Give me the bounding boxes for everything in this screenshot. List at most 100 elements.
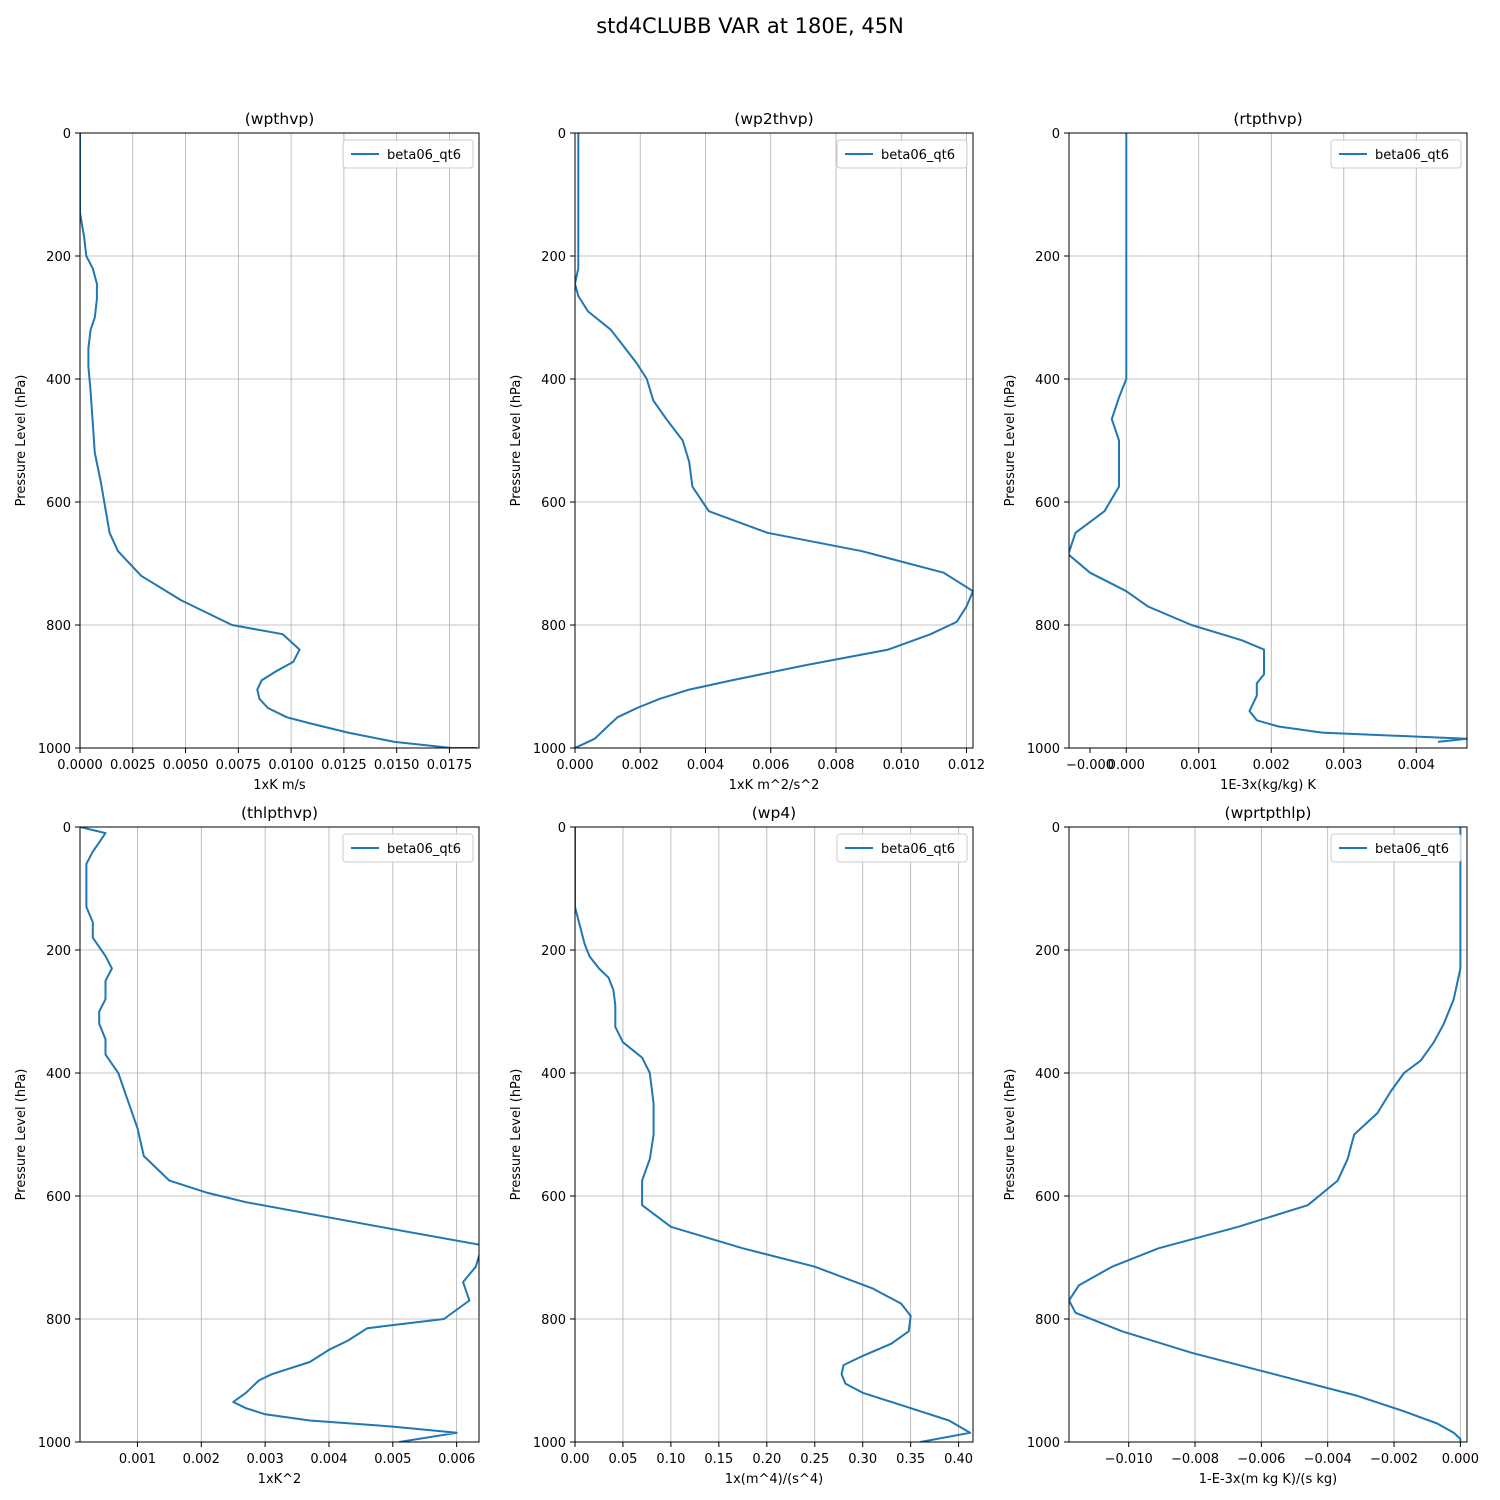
legend-label: beta06_qt6 [387,842,461,857]
legend-box [1330,833,1462,863]
axes-frame [1068,826,1468,1443]
x-tick-label: 0.0150 [374,758,420,773]
subplot-5: 0.00 0.05 0.10 0.15 0.20 0.25 0.30 0.35 0.40 0 200… [509,804,974,1487]
x-tick-label: 0.05 [608,1452,637,1467]
x-tick-label: 0.003 [247,1452,284,1467]
x-axis-label: 1E-3x(kg/kg) K [1220,778,1316,793]
legend: beta06_qt6 [1330,139,1462,169]
y-tick-label: 1000 [533,1436,566,1451]
y-tick-label: 200 [1035,944,1060,959]
x-tick-label: 0.003 [1325,758,1362,773]
legend-box [342,833,474,863]
y-tick-label: 600 [46,496,71,511]
x-tick-label: 0.012 [948,758,985,773]
x-tick-label: −0.006 [1237,1452,1285,1467]
subplot-title: (wp2thvp) [734,110,813,128]
y-tick-label: 400 [46,373,71,388]
y-tick-label: 1000 [1027,742,1060,757]
subplot-6: −0.010 −0.008 −0.006 −0.004 −0.002 0.000 0 200 4… [1003,804,1479,1487]
axes-frame [79,826,480,1443]
y-tick-label: 600 [46,1190,71,1205]
subplot-2: 0.000 0.002 0.004 0.006 0.008 0.010 0.012 0 200 4… [509,110,985,793]
y-tick-label: 200 [46,250,71,265]
x-axis-label: 1xK m/s [253,778,306,793]
legend: beta06_qt6 [342,139,474,169]
x-tick-label: 0.10 [656,1452,685,1467]
x-tick-label: 0.35 [896,1452,925,1467]
x-tick-label: 0.000 [556,758,593,773]
y-tick-label: 0 [1052,821,1060,836]
x-tick-label: −0.008 [1171,1452,1219,1467]
subplot-title: (thlpthvp) [241,804,318,822]
x-tick-label: 0.001 [1180,758,1217,773]
y-axis-label: Pressure Level (hPa) [1003,375,1018,507]
legend: beta06_qt6 [836,139,968,169]
y-tick-label: 400 [541,1067,566,1082]
legend-label: beta06_qt6 [881,148,955,163]
x-tick-label: −0.000 [1066,758,1114,773]
x-axis-label: 1xK^2 [258,1472,302,1487]
x-tick-label: 0.004 [1398,758,1435,773]
y-tick-label: 200 [46,944,71,959]
y-tick-label: 200 [541,250,566,265]
y-tick-label: 600 [1035,1190,1060,1205]
x-tick-label: 0.0075 [216,758,262,773]
legend: beta06_qt6 [836,833,968,863]
figure-suptitle: std4CLUBB VAR at 180E, 45N [596,14,904,38]
x-axis-label: 1x(m^4)/(s^4) [725,1472,823,1487]
y-tick-label: 400 [541,373,566,388]
series-line-beta06_qt6 [575,133,973,748]
x-tick-label: 0.20 [752,1452,781,1467]
legend: beta06_qt6 [342,833,474,863]
y-tick-label: 0 [558,127,566,142]
legend-box [1330,139,1462,169]
y-tick-label: 800 [46,619,71,634]
y-axis-label: Pressure Level (hPa) [14,1069,29,1201]
x-tick-label: 0.0050 [163,758,209,773]
subplot-1: 0.0000 0.0025 0.0050 0.0075 0.0100 0.0125 0.01… [14,110,480,793]
y-tick-label: 400 [1035,1067,1060,1082]
subplot-title: (wp4) [752,804,796,822]
x-tick-label: 0.010 [883,758,920,773]
x-tick-label: 0.0125 [321,758,367,773]
legend-label: beta06_qt6 [387,148,461,163]
x-tick-label: 0.004 [687,758,724,773]
x-tick-label: 0.008 [817,758,854,773]
y-tick-label: 0 [63,127,71,142]
y-tick-label: 1000 [1027,1436,1060,1451]
x-tick-label: 0.0000 [57,758,103,773]
x-tick-label: −0.010 [1105,1452,1153,1467]
y-tick-label: 200 [541,944,566,959]
x-tick-label: −0.004 [1304,1452,1352,1467]
series-line-beta06_qt6 [575,827,972,1442]
x-tick-label: 0.30 [848,1452,877,1467]
y-tick-label: 600 [1035,496,1060,511]
y-tick-label: 800 [541,619,566,634]
series-line-beta06_qt6 [1069,133,1467,743]
y-tick-label: 0 [63,821,71,836]
y-tick-label: 800 [46,1313,71,1328]
y-tick-label: 800 [541,1313,566,1328]
legend: beta06_qt6 [1330,833,1462,863]
y-tick-label: 0 [1052,127,1060,142]
series-line-beta06_qt6 [1069,827,1462,1442]
y-tick-label: 400 [46,1067,71,1082]
legend-label: beta06_qt6 [1375,148,1449,163]
y-tick-label: 1000 [533,742,566,757]
x-tick-label: 0.0100 [268,758,314,773]
legend-box [342,139,474,169]
subplot-4: 0.001 0.002 0.003 0.004 0.005 0.006 0 200 400 600… [14,804,480,1487]
legend-box [836,833,968,863]
x-tick-label: 0.15 [704,1452,733,1467]
y-tick-label: 400 [1035,373,1060,388]
x-axis-label: 1xK m^2/s^2 [729,778,820,793]
x-tick-label: 0.005 [374,1452,411,1467]
x-tick-label: −0.002 [1370,1452,1418,1467]
x-tick-label: 0.40 [944,1452,973,1467]
axes-frame [79,132,480,749]
y-tick-label: 0 [558,821,566,836]
y-tick-label: 600 [541,496,566,511]
x-axis-label: 1-E-3x(m kg K)/(s kg) [1199,1472,1337,1487]
x-tick-label: 0.25 [800,1452,829,1467]
